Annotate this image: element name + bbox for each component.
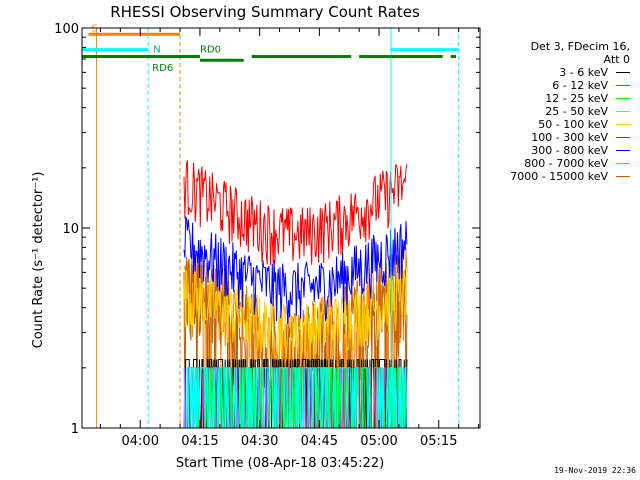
x-tick-label: 04:15: [181, 434, 218, 449]
legend-swatch: [616, 111, 630, 112]
rd0-label: RD0: [200, 45, 221, 56]
legend-item: 100 - 300 keV: [484, 131, 634, 144]
saa-label: S: [92, 23, 98, 34]
legend-item: 12 - 25 keV: [484, 92, 634, 105]
night-label: N: [153, 45, 160, 56]
legend-label: 7000 - 15000 keV: [510, 170, 608, 183]
legend-swatch: [616, 72, 630, 73]
x-tick-label: 04:00: [122, 434, 159, 449]
legend: Det 3, FDecim 16, Att 0 3 - 6 keV 6 - 12 …: [484, 40, 634, 183]
series-line-100-300-kev: [183, 160, 408, 266]
legend-swatch: [616, 150, 630, 151]
legend-label: 3 - 6 keV: [559, 66, 608, 79]
legend-label: 6 - 12 keV: [552, 79, 608, 92]
legend-item: 300 - 800 keV: [484, 144, 634, 157]
series-line-50-100-kev: [183, 266, 408, 364]
legend-header-line1: Det 3, FDecim 16,: [530, 40, 630, 53]
y-tick-label: 10: [62, 222, 79, 237]
y-tick-label: 100: [54, 22, 79, 37]
legend-label: 12 - 25 keV: [545, 92, 608, 105]
legend-item: 3 - 6 keV: [484, 66, 634, 79]
series-line-25-50-kev: [183, 367, 408, 429]
legend-swatch: [616, 163, 630, 164]
legend-item: 50 - 100 keV: [484, 118, 634, 131]
legend-label: 300 - 800 keV: [531, 144, 608, 157]
plot-area: S N RD0 RD6: [82, 23, 460, 429]
y-tick-label: 1: [71, 422, 79, 437]
x-tick-label: 05:00: [360, 434, 397, 449]
legend-item: 800 - 7000 keV: [484, 157, 634, 170]
rd6-label: RD6: [152, 63, 173, 74]
x-tick-label: 04:45: [301, 434, 338, 449]
series-line-300-800-kev: [183, 215, 408, 324]
legend-label: 100 - 300 keV: [531, 131, 608, 144]
x-tick-label: 04:30: [241, 434, 278, 449]
legend-swatch: [616, 98, 630, 99]
legend-swatch: [616, 124, 630, 125]
chart-title: RHESSI Observing Summary Count Rates: [110, 3, 420, 21]
legend-item: 25 - 50 keV: [484, 105, 634, 118]
x-tick-label: 05:15: [420, 434, 457, 449]
x-axis-label: Start Time (08-Apr-18 03:45:22): [176, 456, 384, 471]
legend-label: 25 - 50 keV: [545, 105, 608, 118]
legend-label: 50 - 100 keV: [538, 118, 608, 131]
legend-label: 800 - 7000 keV: [524, 157, 608, 170]
legend-item: 6 - 12 keV: [484, 79, 634, 92]
legend-swatch: [616, 85, 630, 86]
legend-swatch: [616, 137, 630, 138]
legend-header-line2: Att 0: [603, 53, 630, 66]
legend-item: 7000 - 15000 keV: [484, 170, 634, 183]
y-axis-label: Count Rate (s⁻¹ detector⁻¹): [31, 172, 46, 349]
axes: 1 10 100 04:00 04:15 04:30 04:45 05:00 05:15: [54, 22, 481, 449]
legend-swatch: [616, 176, 630, 177]
timestamp: 19-Nov-2019 22:36: [554, 466, 636, 475]
